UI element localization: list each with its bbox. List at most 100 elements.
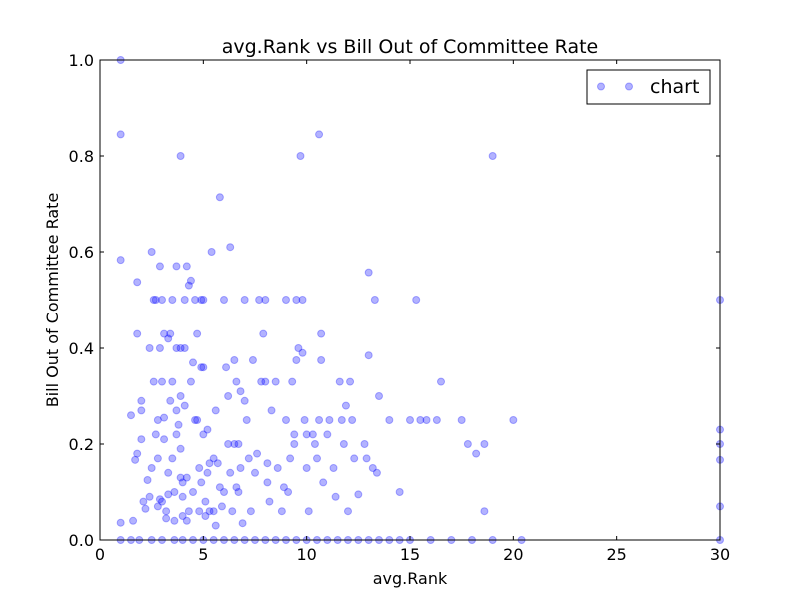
data-point: [178, 492, 187, 501]
data-point: [290, 440, 299, 448]
data-point: [354, 490, 363, 499]
data-point: [207, 248, 216, 256]
data-point: [164, 334, 173, 343]
data-point: [331, 492, 340, 501]
data-point: [284, 488, 293, 496]
data-point: [302, 464, 311, 472]
data-point: [279, 483, 288, 492]
data-point: [344, 507, 352, 516]
data-point: [350, 454, 359, 463]
data-point: [133, 329, 142, 338]
data-point: [153, 502, 162, 511]
data-point: [166, 396, 175, 405]
data-point: [463, 440, 472, 448]
data-point: [335, 377, 344, 386]
data-point: [261, 377, 270, 386]
data-point: [127, 411, 135, 420]
data-point: [153, 454, 162, 463]
x-tick-label: 10: [296, 545, 316, 564]
data-point: [222, 363, 231, 372]
data-point: [149, 296, 158, 304]
data-point: [228, 507, 237, 516]
data-point: [232, 377, 241, 386]
data-point: [224, 440, 233, 448]
data-point: [195, 507, 204, 516]
data-point: [319, 478, 328, 487]
data-point: [191, 296, 200, 304]
legend: chart: [586, 69, 711, 105]
x-tick-label: 25: [606, 545, 626, 564]
y-tick-label: 1.0: [69, 51, 94, 70]
data-point: [139, 497, 148, 506]
data-point: [246, 507, 255, 516]
y-tick-label: 0.4: [69, 339, 94, 358]
data-point: [282, 416, 290, 424]
legend-label: chart: [650, 76, 699, 98]
data-point: [294, 344, 303, 352]
data-point: [203, 425, 212, 434]
data-point: [182, 516, 191, 525]
data-point: [189, 358, 197, 367]
data-point: [186, 276, 195, 285]
data-point: [244, 454, 253, 463]
data-point: [230, 356, 239, 364]
data-point: [172, 430, 181, 439]
data-point: [255, 296, 264, 304]
data-point: [193, 416, 202, 424]
data-point: [251, 468, 259, 477]
data-point: [184, 281, 193, 290]
data-point: [217, 502, 226, 511]
data-point: [205, 459, 214, 468]
data-point: [337, 416, 346, 424]
data-point: [290, 430, 299, 439]
data-point: [277, 507, 286, 516]
data-point: [209, 454, 218, 463]
data-point: [323, 430, 332, 439]
data-point: [155, 344, 164, 352]
data-point: [149, 377, 158, 386]
data-point: [189, 488, 197, 496]
data-point: [116, 130, 125, 139]
data-point: [372, 468, 381, 477]
data-point: [180, 401, 189, 410]
data-point: [375, 392, 383, 400]
data-point: [199, 363, 208, 372]
data-point: [271, 377, 280, 386]
x-axis-label: avg.Rank: [373, 569, 448, 588]
legend-box: [586, 69, 711, 105]
data-point: [472, 449, 481, 458]
data-point: [180, 344, 189, 352]
x-tick-label: 0: [95, 545, 105, 564]
data-point: [211, 521, 220, 530]
data-point: [368, 464, 377, 472]
data-point: [133, 449, 142, 458]
data-point: [164, 490, 173, 499]
data-point: [170, 516, 179, 525]
data-point: [226, 243, 235, 252]
data-point: [370, 296, 379, 304]
data-point: [416, 416, 425, 424]
data-point: [215, 483, 224, 492]
data-point: [362, 454, 371, 463]
data-point: [232, 483, 241, 492]
data-point: [182, 473, 191, 482]
data-point: [176, 392, 185, 400]
data-point: [197, 478, 206, 487]
data-point: [412, 296, 421, 304]
data-point: [213, 459, 222, 468]
data-point: [226, 468, 235, 477]
data-point: [395, 488, 404, 496]
data-point: [168, 377, 177, 386]
points-layer: [116, 56, 724, 544]
y-tick-label: 0.2: [69, 435, 94, 454]
data-point: [172, 406, 181, 415]
data-point: [263, 478, 272, 487]
data-point: [339, 440, 348, 448]
data-point: [141, 504, 150, 513]
x-tick-label: 5: [198, 545, 208, 564]
data-point: [168, 296, 177, 304]
data-point: [197, 296, 206, 304]
data-point: [151, 296, 160, 304]
data-point: [236, 464, 245, 472]
data-point: [137, 396, 146, 405]
